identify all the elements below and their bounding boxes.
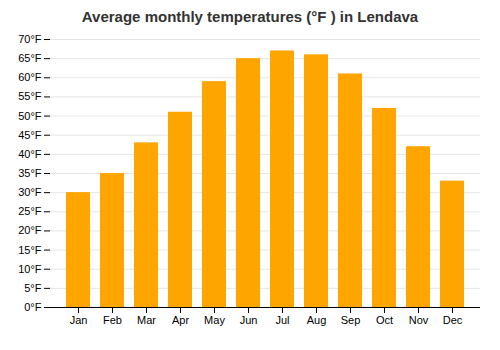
svg-text:30°F: 30°F — [18, 186, 42, 198]
svg-text:Sep: Sep — [341, 314, 361, 326]
svg-text:40°F: 40°F — [18, 148, 42, 160]
svg-text:Feb: Feb — [103, 314, 122, 326]
svg-text:May: May — [204, 314, 225, 326]
svg-text:65°F: 65°F — [18, 52, 42, 64]
svg-text:10°F: 10°F — [18, 263, 42, 275]
svg-text:5°F: 5°F — [24, 282, 42, 294]
svg-text:Mar: Mar — [137, 314, 156, 326]
svg-text:70°F: 70°F — [18, 33, 42, 45]
svg-text:50°F: 50°F — [18, 110, 42, 122]
svg-text:Aug: Aug — [307, 314, 327, 326]
svg-text:Dec: Dec — [443, 314, 463, 326]
svg-text:Apr: Apr — [172, 314, 189, 326]
svg-text:20°F: 20°F — [18, 224, 42, 236]
svg-text:60°F: 60°F — [18, 71, 42, 83]
svg-text:45°F: 45°F — [18, 129, 42, 141]
svg-text:0°F: 0°F — [24, 301, 42, 313]
svg-text:35°F: 35°F — [18, 167, 42, 179]
html-text:Average monthly temperatures (: Average monthly temperatures (°F ) in Le… — [81, 8, 419, 25]
svg-text:Jul: Jul — [275, 314, 289, 326]
svg-text:Jan: Jan — [70, 314, 88, 326]
svg-text:15°F: 15°F — [18, 244, 42, 256]
svg-text:Nov: Nov — [409, 314, 429, 326]
svg-text:25°F: 25°F — [18, 205, 42, 217]
svg-text:55°F: 55°F — [18, 90, 42, 102]
svg-text:Jun: Jun — [240, 314, 258, 326]
svg-text:Oct: Oct — [376, 314, 393, 326]
